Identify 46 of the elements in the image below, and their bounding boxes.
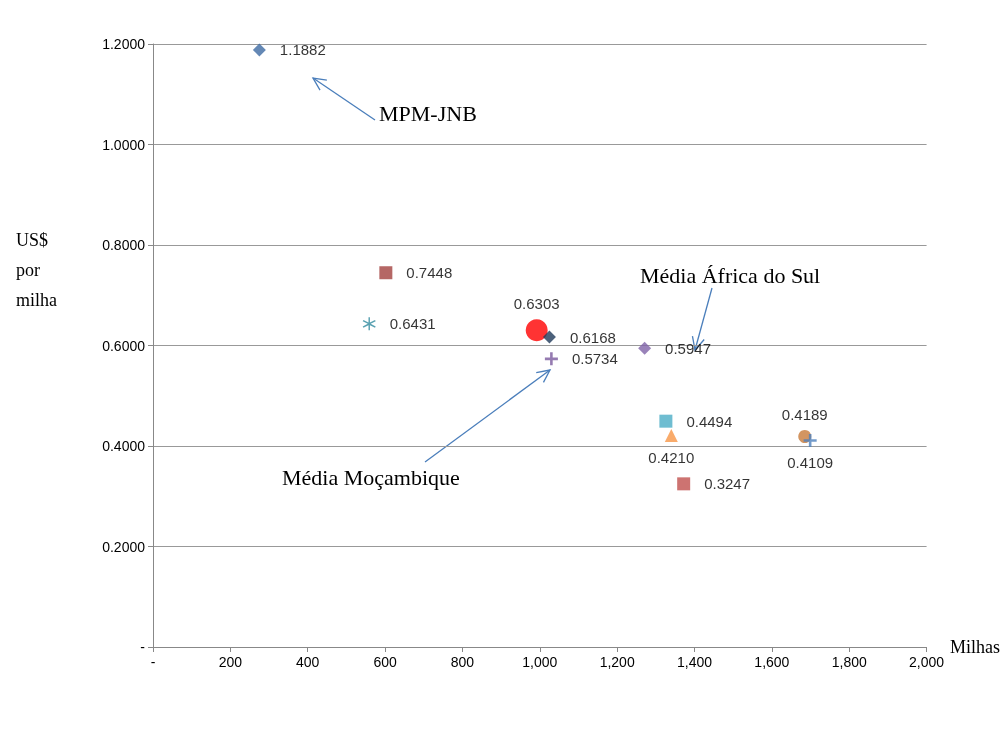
x-tick-label: 200 (218, 654, 243, 670)
x-tick-label: 1,600 (754, 654, 790, 670)
x-tick-label: 2,000 (909, 654, 945, 670)
x-tick-label: 1,400 (676, 654, 713, 670)
x-tick-label: 1,800 (831, 654, 867, 670)
data-label: 0.5947 (665, 339, 711, 357)
data-label: 0.4494 (686, 412, 733, 430)
data-label: 0.3247 (704, 475, 751, 493)
y-tick-label: 0.8000 (102, 237, 146, 253)
y-axis-title: US$ por milha (16, 230, 57, 310)
data-label: 0.4189 (781, 406, 828, 423)
x-axis-title: Milhas (950, 637, 1001, 657)
data-label: 0.6303 (513, 295, 560, 313)
point (803, 434, 817, 448)
y-tick-label: 0.2000 (102, 538, 146, 555)
y-tick-label: 0.4000 (102, 438, 146, 454)
x-tick-label: 400 (296, 654, 320, 670)
point (525, 319, 548, 342)
point (544, 352, 558, 366)
point (677, 477, 691, 491)
y-tick-label: 1.0000 (102, 136, 146, 153)
point (638, 341, 652, 355)
y-tick-label: 0.6000 (102, 337, 146, 354)
point (252, 43, 266, 57)
data-label: 0.5734 (571, 350, 618, 368)
point (664, 428, 678, 442)
data-label: 0.7448 (406, 264, 453, 282)
data-label: 0.6168 (569, 328, 616, 346)
data-label: 1.1882 (279, 41, 326, 59)
annotation: Média Moçambique (282, 464, 460, 490)
x-tick-label: 600 (373, 654, 397, 670)
x-tick-label: 800 (450, 654, 475, 670)
point (659, 414, 673, 428)
annotation: Média África do Sul (640, 262, 821, 288)
y-tick-label: 1.2000 (102, 36, 146, 52)
y-tick-label: - (140, 639, 146, 655)
data-label: 0.6431 (389, 315, 436, 333)
x-tick-label: - (150, 654, 156, 670)
data-label: 0.4210 (648, 448, 695, 466)
point (362, 317, 376, 331)
data-label: 0.4109 (787, 454, 834, 472)
x-tick-label: 1,200 (599, 654, 635, 670)
x-tick-label: 1,000 (522, 654, 558, 670)
point (379, 266, 393, 280)
annotation: MPM-JNB (379, 100, 477, 126)
point (542, 330, 556, 344)
